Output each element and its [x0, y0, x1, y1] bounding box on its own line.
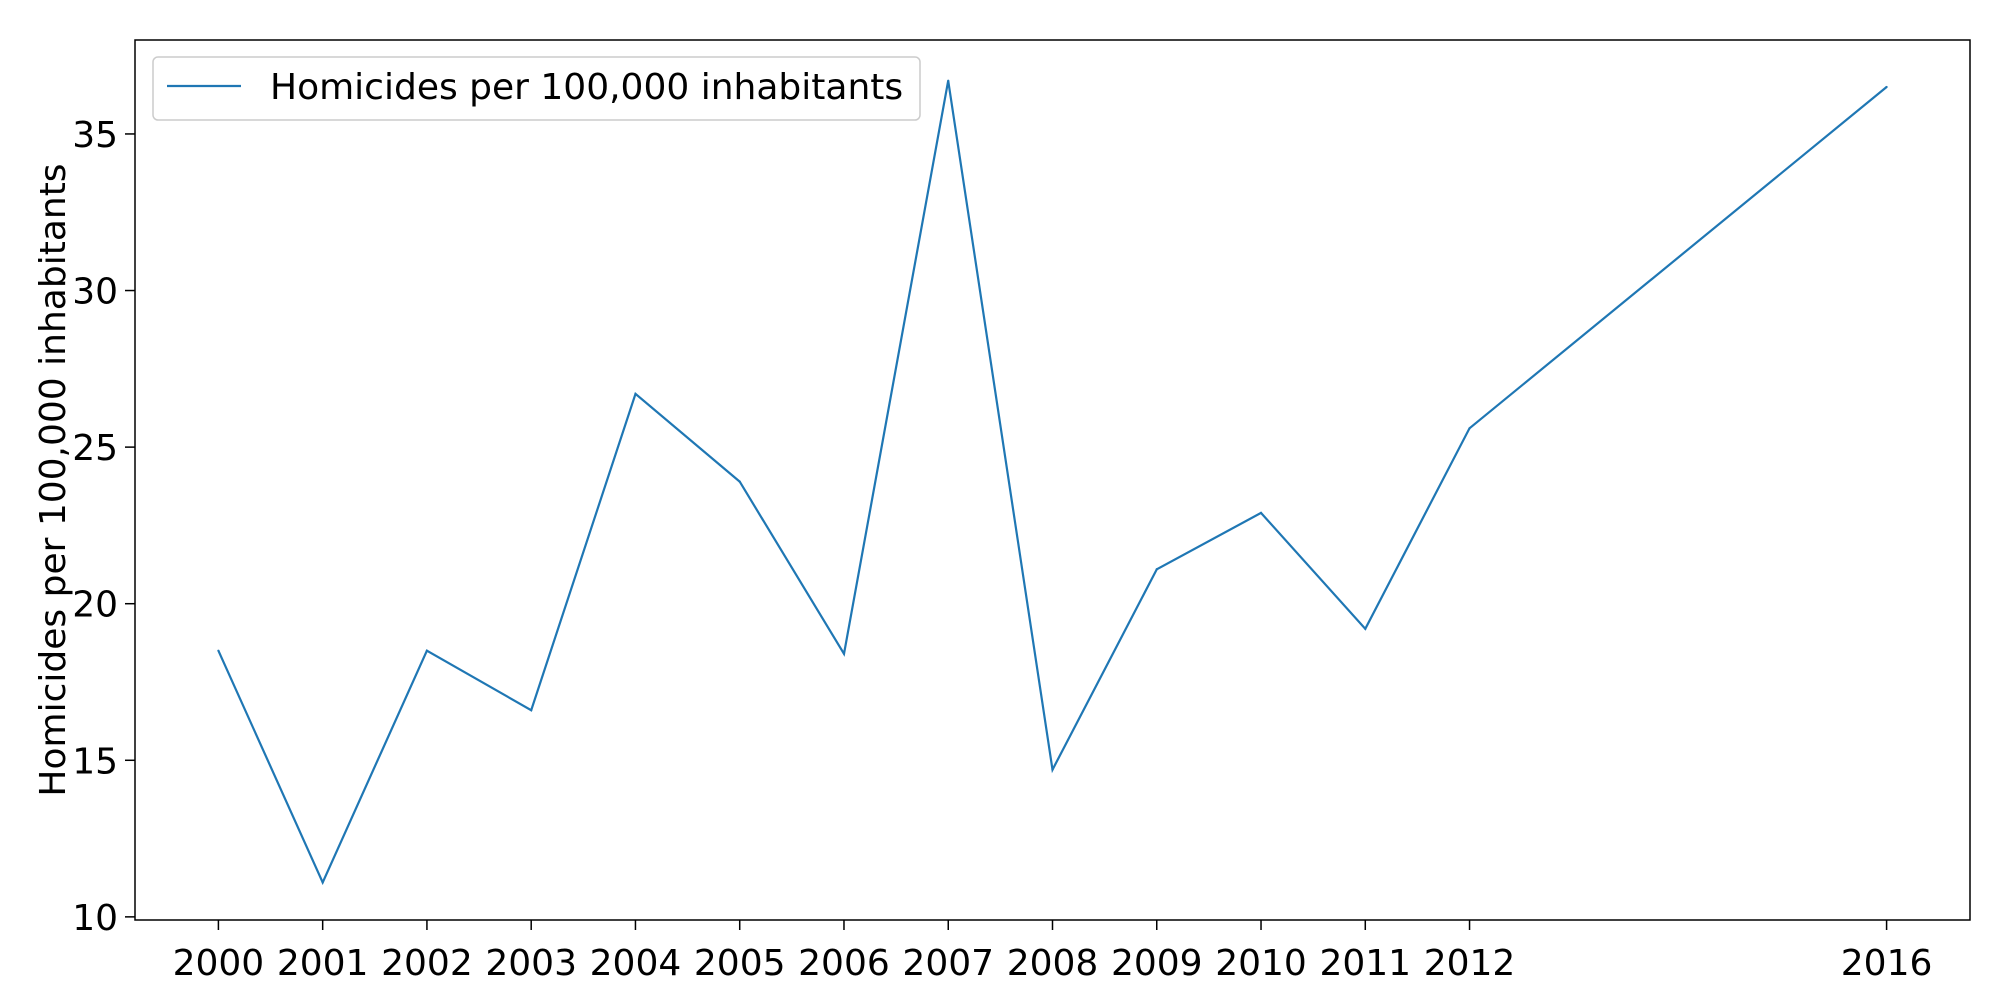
x-tick-label: 2006	[798, 943, 890, 984]
series-layer	[217, 79, 1888, 886]
x-tick-label: 2003	[485, 943, 577, 984]
y-axis: 10 15 20 25 30 35	[72, 115, 135, 939]
x-tick-label: 2016	[1841, 943, 1933, 984]
data-point	[1051, 768, 1054, 771]
legend: Homicides per 100,000 inhabitants	[152, 56, 921, 121]
x-tick-label: 2007	[902, 943, 994, 984]
data-point	[947, 79, 950, 82]
y-tick-label: 25	[72, 428, 118, 469]
data-point	[1155, 568, 1158, 571]
data-point	[1364, 627, 1367, 630]
y-axis-label: Homicides per 100,000 inhabitants	[33, 163, 74, 796]
x-axis: 2000 2001 2002 2003 2004 2005 2006 2007 2008 2009…	[173, 920, 1933, 984]
y-tick-label: 15	[72, 741, 118, 782]
y-tick-label: 20	[72, 585, 118, 626]
data-point	[217, 649, 220, 652]
y-tick-label: 35	[72, 115, 118, 156]
data-point	[321, 881, 324, 884]
plot-area	[134, 39, 1971, 921]
legend-label: Homicides per 100,000 inhabitants	[270, 67, 903, 108]
y-tick-label: 10	[72, 898, 118, 939]
data-point	[1468, 427, 1471, 430]
series-line	[217, 80, 1888, 886]
x-tick-label: 2011	[1319, 943, 1411, 984]
y-tick-label: 30	[72, 272, 118, 313]
data-point	[1259, 511, 1263, 514]
x-tick-label: 2012	[1424, 943, 1516, 984]
x-tick-label: 2002	[381, 943, 473, 984]
x-tick-label: 2005	[694, 943, 786, 984]
legend-box	[152, 56, 921, 121]
x-tick-label: 2004	[590, 943, 682, 984]
x-tick-label: 2008	[1007, 943, 1099, 984]
data-point	[738, 480, 741, 483]
x-tick-label: 2010	[1215, 943, 1307, 984]
data-point	[1885, 85, 1888, 89]
x-tick-label: 2009	[1111, 943, 1203, 984]
data-point	[842, 652, 846, 655]
x-tick-label: 2000	[173, 943, 265, 984]
data-point	[425, 649, 429, 652]
data-point	[530, 709, 533, 712]
data-point	[634, 392, 637, 395]
x-tick-label: 2001	[277, 943, 369, 984]
